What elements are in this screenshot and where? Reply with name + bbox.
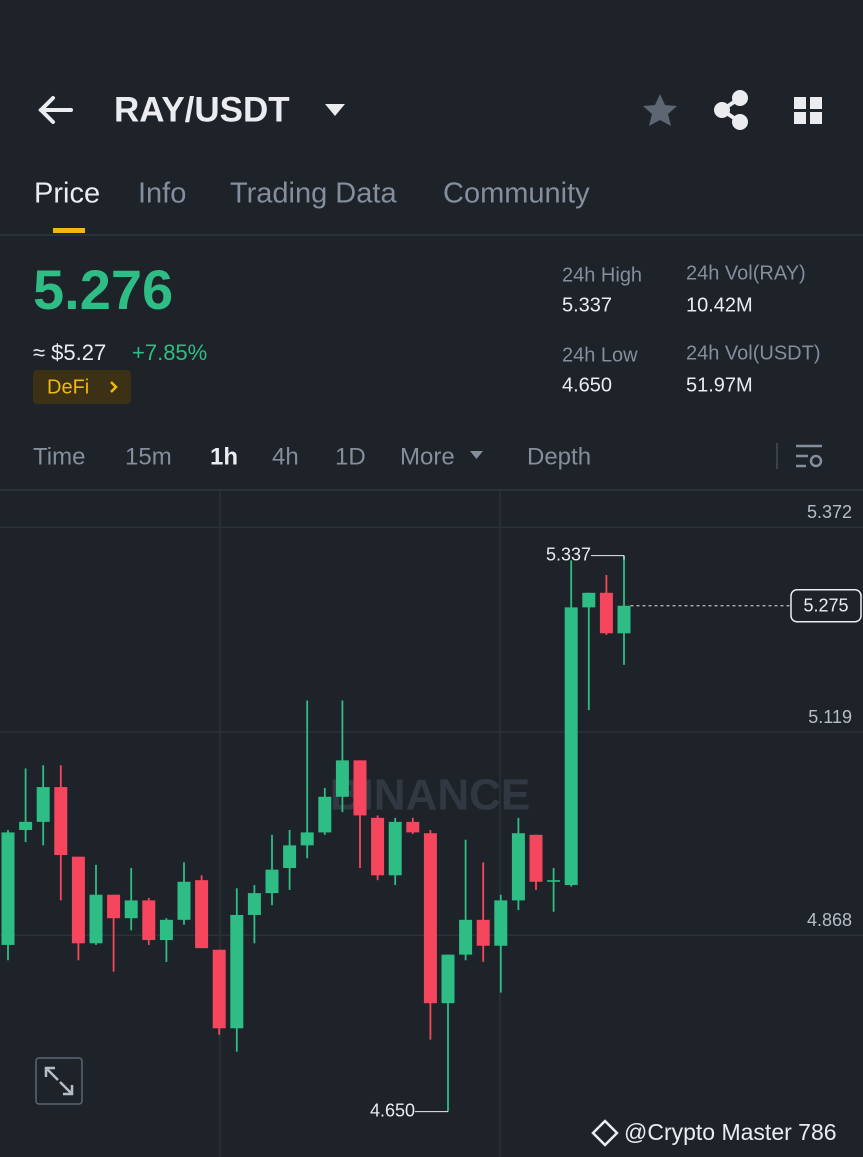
plot: 5.372 5.119 4.868 5.337 4.650 5.275 xyxy=(0,502,863,1120)
tag-label[interactable]: DeFi xyxy=(47,376,89,398)
candle-body xyxy=(300,832,314,846)
candle-body xyxy=(371,817,385,876)
candle-body xyxy=(19,821,33,830)
candle-body xyxy=(265,869,279,894)
candle-body xyxy=(1,832,15,945)
candle-body xyxy=(107,894,121,919)
tab-indicator xyxy=(53,228,85,233)
last-price-label: 5.275 xyxy=(803,596,848,616)
chart-settings-icon[interactable] xyxy=(796,444,823,468)
candle-body xyxy=(511,833,525,901)
candle-body xyxy=(177,881,191,920)
candle-body xyxy=(406,821,420,833)
tag-chevron xyxy=(110,381,118,393)
candle-body xyxy=(89,894,103,944)
stat-value: 10.42M xyxy=(686,294,753,316)
pair-dropdown[interactable] xyxy=(325,104,345,116)
candle-body xyxy=(459,919,473,955)
interval[interactable]: 4h xyxy=(272,443,299,470)
interval[interactable]: Depth xyxy=(527,443,591,470)
candle-body xyxy=(247,893,261,915)
y-tick-label: 5.119 xyxy=(808,707,852,727)
stat-value: 5.337 xyxy=(562,294,612,316)
credit: @Crypto Master 786 xyxy=(624,1119,837,1145)
tab-info[interactable]: Info xyxy=(138,178,186,210)
interval[interactable]: Time xyxy=(33,443,85,470)
tag-chip[interactable] xyxy=(33,370,131,404)
min-label: 4.650 xyxy=(370,1100,415,1120)
candle-body xyxy=(159,919,173,941)
candle-body xyxy=(529,834,543,882)
tab-price[interactable]: Price xyxy=(34,178,100,210)
candle-body xyxy=(195,880,209,949)
candle-body xyxy=(283,845,297,869)
last-price: 5.276 xyxy=(33,258,173,321)
fullscreen-icon xyxy=(44,1066,74,1096)
stat-value: 4.650 xyxy=(562,374,612,396)
stat-label: 24h Low xyxy=(562,344,638,366)
price-change: +7.85% xyxy=(132,340,207,365)
pair-title[interactable]: RAY/USDT xyxy=(114,90,290,129)
back-button[interactable] xyxy=(38,96,73,124)
candle-body xyxy=(71,856,85,944)
fiat-price: ≈ $5.27 xyxy=(33,340,106,365)
candle-body xyxy=(564,607,578,886)
candle-body xyxy=(353,760,367,816)
candle-body xyxy=(599,592,613,634)
candle-body xyxy=(54,787,68,856)
fullscreen-button[interactable] xyxy=(35,1057,83,1105)
stat-label: 24h Vol(RAY) xyxy=(686,262,806,284)
stat-label: 24h High xyxy=(562,264,642,286)
more-dropdown[interactable] xyxy=(470,451,483,459)
interval[interactable]: 1D xyxy=(335,443,366,470)
max-label: 5.337 xyxy=(546,544,591,564)
candle-body xyxy=(476,919,490,946)
stat-label: 24h Vol(USDT) xyxy=(686,342,821,364)
candle-body xyxy=(142,900,156,941)
candle-body xyxy=(212,949,226,1029)
candle-body xyxy=(124,900,138,919)
candle-body xyxy=(441,954,455,1004)
credit-icon xyxy=(591,1119,619,1147)
grid-icon[interactable] xyxy=(794,97,822,124)
y-tick-label: 4.868 xyxy=(807,910,852,930)
candle-body xyxy=(494,900,508,946)
interval[interactable]: More xyxy=(400,443,455,470)
interval[interactable]: 15m xyxy=(125,443,172,470)
last-price-box xyxy=(790,589,862,623)
interval-active[interactable]: 1h xyxy=(210,443,238,470)
candle-body xyxy=(388,821,402,876)
y-tick-label: 5.372 xyxy=(807,502,852,522)
candle-body xyxy=(547,880,561,882)
candle-body xyxy=(617,605,631,634)
candle-body xyxy=(582,592,596,608)
tab-trading-data[interactable]: Trading Data xyxy=(230,178,397,210)
stat-value: 51.97M xyxy=(686,374,753,396)
candle-body xyxy=(335,760,349,797)
candle-body xyxy=(423,833,437,1004)
tab-community[interactable]: Community xyxy=(443,178,590,210)
candle-body xyxy=(36,787,50,822)
candle-body xyxy=(318,796,332,833)
favorite-icon[interactable] xyxy=(643,94,677,126)
share-icon[interactable] xyxy=(714,90,748,130)
candle-body xyxy=(230,914,244,1029)
